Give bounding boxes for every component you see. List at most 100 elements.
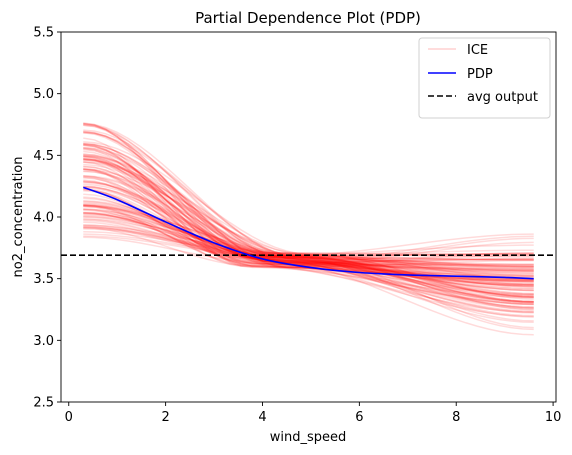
x-tick-label: 4 <box>258 410 266 425</box>
y-tick-label: 4.0 <box>33 211 54 226</box>
y-tick-label: 5.5 <box>33 26 54 41</box>
ice-line <box>83 170 534 296</box>
ice-line <box>83 141 534 300</box>
ice-line <box>83 204 534 283</box>
ice-line <box>83 236 534 266</box>
y-axis-ticks: 2.5 3.0 3.5 4.0 4.5 5.0 5.5 <box>33 26 61 411</box>
ice-line <box>83 202 534 292</box>
ice-line <box>83 168 534 271</box>
ice-line <box>83 122 534 298</box>
ice-line <box>83 123 534 304</box>
pdp-line <box>83 186 534 280</box>
ice-line <box>83 161 534 305</box>
ice-line <box>83 235 534 263</box>
ice-line <box>83 200 534 257</box>
legend-ice-label: ICE <box>467 43 488 58</box>
ice-line <box>83 175 534 309</box>
ice-line <box>83 147 534 290</box>
y-tick-label: 4.5 <box>33 149 54 164</box>
ice-line <box>83 129 534 295</box>
ice-line <box>83 208 534 267</box>
ice-line <box>83 225 534 261</box>
y-tick-label: 3.0 <box>33 334 54 349</box>
x-tick-label: 8 <box>452 410 460 425</box>
ice-line <box>83 159 534 274</box>
ice-line <box>83 143 534 303</box>
x-axis-ticks: 0 2 4 6 8 10 <box>65 402 561 425</box>
ice-line <box>83 208 534 287</box>
ice-line <box>83 212 534 270</box>
ice-line <box>83 177 534 268</box>
ice-line <box>83 144 534 317</box>
ice-line <box>83 180 534 285</box>
ice-line <box>83 185 534 280</box>
ice-line <box>83 215 534 261</box>
ice-line <box>83 165 534 296</box>
ice-line <box>83 216 534 287</box>
ice-line <box>83 131 534 303</box>
ice-line <box>83 143 534 318</box>
ice-line <box>83 185 534 302</box>
ice-line <box>83 122 534 306</box>
chart-title: Partial Dependence Plot (PDP) <box>195 9 421 27</box>
ice-line <box>83 170 534 278</box>
ice-line <box>83 219 534 272</box>
ice-line <box>83 180 534 266</box>
ice-line <box>83 168 534 286</box>
legend-box <box>418 37 551 119</box>
ice-line <box>83 224 534 278</box>
ice-line <box>83 212 534 267</box>
ice-line <box>83 200 534 292</box>
y-tick-label: 5.0 <box>33 87 54 102</box>
ice-line <box>83 231 534 266</box>
ice-line <box>83 228 534 271</box>
ice-line <box>83 131 534 329</box>
ice-line <box>83 181 534 283</box>
ice-line <box>83 144 534 287</box>
ice-line <box>83 153 534 298</box>
ice-line <box>83 176 534 266</box>
ice-line <box>83 158 534 299</box>
ice-line <box>83 208 534 264</box>
y-axis-label: no2_concentration <box>11 157 26 278</box>
ice-line <box>83 183 534 288</box>
ice-line <box>83 147 534 314</box>
ice-line <box>83 158 534 297</box>
x-tick-label: 0 <box>65 410 73 425</box>
legend: ICE PDP avg output <box>418 37 551 119</box>
ice-line <box>83 188 534 283</box>
ice-line <box>83 168 534 298</box>
ice-line <box>83 154 534 280</box>
ice-line <box>83 150 534 318</box>
ice-line <box>83 205 534 291</box>
ice-line <box>83 221 534 264</box>
ice-line <box>83 227 534 264</box>
ice-line <box>83 218 534 288</box>
ice-line <box>83 158 534 295</box>
x-tick-label: 6 <box>355 410 363 425</box>
ice-line <box>83 153 534 272</box>
ice-lines <box>83 122 534 336</box>
ice-line <box>83 143 534 303</box>
ice-line <box>83 167 534 283</box>
ice-line <box>83 225 534 270</box>
ice-line <box>83 233 534 263</box>
ice-line <box>83 168 534 309</box>
x-tick-label: 2 <box>161 410 169 425</box>
ice-line <box>83 137 534 305</box>
plot-area <box>60 31 557 403</box>
ice-line <box>83 204 534 269</box>
ice-line <box>83 155 534 274</box>
ice-line <box>83 159 534 273</box>
ice-line <box>83 161 534 298</box>
ice-line <box>83 197 534 299</box>
ice-line <box>83 160 534 303</box>
ice-line <box>83 188 534 262</box>
ice-line <box>83 123 534 314</box>
ice-line <box>83 124 534 313</box>
ice-line <box>83 175 534 268</box>
legend-avg-label: avg output <box>467 90 538 105</box>
ice-line <box>83 157 534 313</box>
ice-line <box>83 144 534 309</box>
